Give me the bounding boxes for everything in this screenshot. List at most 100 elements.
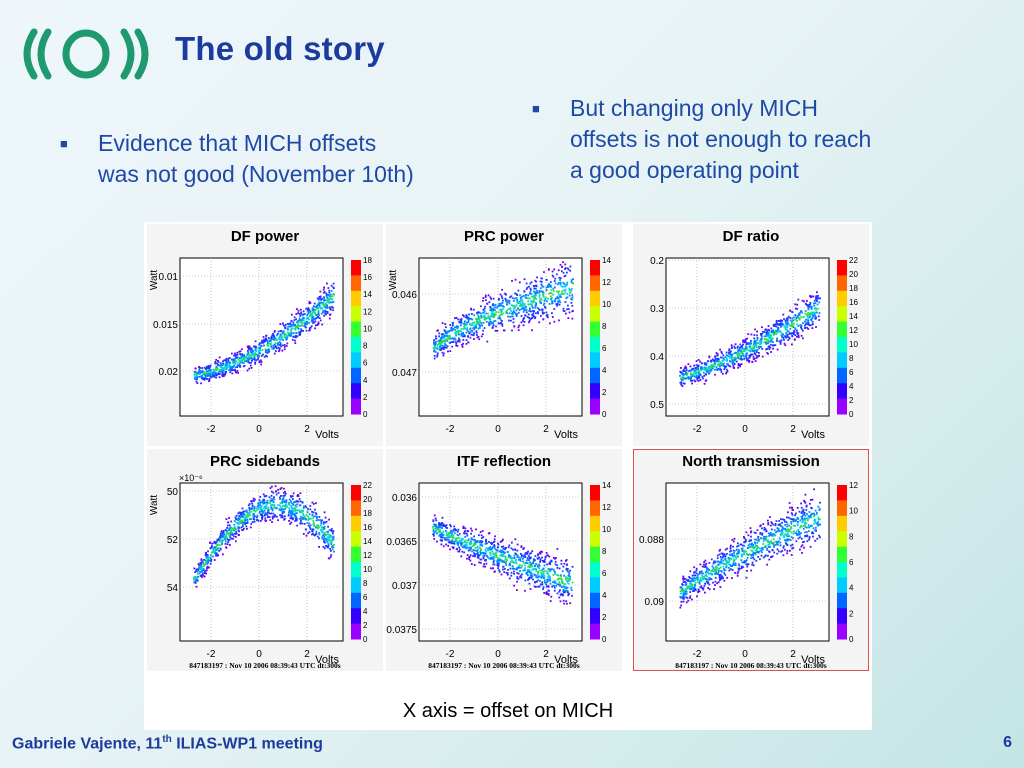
color-scale-tick: 4 xyxy=(849,382,854,391)
color-scale-segment xyxy=(351,623,361,640)
slide-title: The old story xyxy=(175,30,385,67)
plot-frame xyxy=(665,257,830,417)
color-scale-segment xyxy=(837,531,847,548)
color-scale-tick: 4 xyxy=(363,607,368,616)
color-scale-segment xyxy=(590,577,600,594)
color-scale-tick: 14 xyxy=(363,537,372,546)
color-scale-tick: 0 xyxy=(602,410,607,419)
color-scale-tick: 6 xyxy=(363,593,368,602)
color-scale-tick: 8 xyxy=(363,579,368,588)
y-tick-label: 0.01 xyxy=(159,272,179,283)
plot-timestamp: 847183197 : Nov 10 2006 08:39:43 UTC dt:… xyxy=(428,661,580,670)
color-scale-segment xyxy=(590,260,600,276)
color-scale-segment xyxy=(837,546,847,563)
color-scale-tick: 6 xyxy=(602,344,607,353)
color-scale-segment xyxy=(351,500,361,517)
x-tick-label: 2 xyxy=(790,649,796,660)
y-tick-label: 0.0375 xyxy=(386,625,417,636)
color-scale-tick: 12 xyxy=(849,481,858,490)
color-scale-segment xyxy=(590,531,600,548)
x-axis-label: Volts xyxy=(801,654,825,666)
color-scale-tick: 4 xyxy=(602,366,607,375)
color-scale-tick: 8 xyxy=(602,547,607,556)
color-scale-tick: 20 xyxy=(363,495,372,504)
color-scale-tick: 10 xyxy=(363,324,372,333)
color-scale-segment xyxy=(837,352,847,369)
color-scale-segment xyxy=(351,275,361,292)
heatmap-points xyxy=(432,261,574,360)
color-scale-tick: 10 xyxy=(602,300,611,309)
color-scale-segment xyxy=(590,398,600,415)
y-tick-label: 0.047 xyxy=(392,368,417,379)
color-scale-segment xyxy=(590,337,600,353)
y-axis-label: Watt xyxy=(149,270,160,290)
color-scale-segment xyxy=(837,306,847,323)
x-tick-label: -2 xyxy=(207,649,216,660)
color-scale-segment xyxy=(837,608,847,625)
y-tick-label: 0.037 xyxy=(392,581,417,592)
caption-background xyxy=(144,690,872,730)
y-tick-label: 0.0365 xyxy=(386,537,417,548)
y-exponent-label: ×10⁻⁶ xyxy=(179,473,203,483)
color-scale-segment xyxy=(590,275,600,292)
color-scale-segment xyxy=(590,592,600,609)
plot-prc-power: -2 0 2 0.046 0.047 Volts Watt 0 2 4 6 8 10 12 14 PRC po… xyxy=(386,224,622,446)
color-scale-segment xyxy=(837,290,847,307)
color-scale-segment xyxy=(837,275,847,292)
color-scale-segment xyxy=(837,321,847,338)
color-scale-tick: 18 xyxy=(363,509,372,518)
plot-frame xyxy=(665,482,830,642)
color-scale-segment xyxy=(351,260,361,276)
plot-prc-sidebands: -2 0 2 50 52 54 Volts Watt ×10⁻⁶ 0 2 4 6 8 10 12 14 16 18 2… xyxy=(147,449,383,671)
x-tick-label: 2 xyxy=(304,424,310,435)
x-axis-label: Volts xyxy=(315,429,339,441)
x-tick-label: -2 xyxy=(693,424,702,435)
plots-caption: X axis = offset on MICH xyxy=(402,700,614,722)
y-tick-label: 0.02 xyxy=(159,367,179,378)
color-scale-segment xyxy=(837,383,847,400)
bullet-line: Evidence that MICH offsets xyxy=(98,130,377,156)
heatmap-points xyxy=(679,488,821,609)
bullet-line: offsets is not enough to reach xyxy=(570,126,872,152)
color-scale-segment xyxy=(837,500,847,517)
x-tick-label: -2 xyxy=(446,424,455,435)
y-axis-label: Watt xyxy=(388,270,399,290)
color-scale-segment xyxy=(351,290,361,307)
color-scale-tick: 0 xyxy=(363,410,368,419)
color-scale-segment xyxy=(590,321,600,338)
color-scale-tick: 0 xyxy=(849,410,854,419)
color-scale-segment xyxy=(351,592,361,609)
color-scale-segment xyxy=(837,260,847,276)
y-axis-label: Watt xyxy=(149,495,160,515)
heatmap-points xyxy=(193,485,335,588)
color-scale-tick: 6 xyxy=(363,359,368,368)
plot-frame xyxy=(418,257,583,417)
x-tick-label: 2 xyxy=(790,424,796,435)
color-scale-tick: 10 xyxy=(602,525,611,534)
color-scale-segment xyxy=(351,608,361,625)
color-scale-tick: 12 xyxy=(363,307,372,316)
y-tick-label: 0.4 xyxy=(650,352,664,363)
x-tick-label: -2 xyxy=(207,424,216,435)
color-scale-segment xyxy=(837,623,847,640)
color-scale-segment xyxy=(351,398,361,415)
color-scale-tick: 6 xyxy=(602,569,607,578)
y-tick-label: 50 xyxy=(167,487,179,498)
color-scale-tick: 10 xyxy=(849,340,858,349)
color-scale-segment xyxy=(351,306,361,323)
bullet-line: was not good (November 10th) xyxy=(98,161,414,187)
footer-superscript: th xyxy=(162,734,172,745)
color-scale-tick: 2 xyxy=(363,621,368,630)
color-scale-tick: 10 xyxy=(363,565,372,574)
color-scale-segment xyxy=(590,623,600,640)
color-scale-tick: 16 xyxy=(849,298,858,307)
color-scale-segment xyxy=(590,562,600,578)
color-scale-segment xyxy=(837,577,847,594)
plot-df-ratio: -2 0 2 0.2 0.3 0.4 0.5 Volts 0 2 4 6 8 10 12 14 16 18 20 22… xyxy=(633,224,869,446)
plot-df-power: -2 0 2 0.01 0.015 0.02 Volts Watt 0 2 4 6 8 10 12 14 16 1… xyxy=(147,224,383,446)
x-tick-label: 2 xyxy=(304,649,310,660)
plot-title: DF ratio xyxy=(722,228,780,245)
plot-timestamp: 847183197 : Nov 10 2006 08:39:43 UTC dt:… xyxy=(189,661,341,670)
color-scale-segment xyxy=(837,562,847,578)
plot-timestamp: 847183197 : Nov 10 2006 08:39:43 UTC dt:… xyxy=(675,661,827,670)
